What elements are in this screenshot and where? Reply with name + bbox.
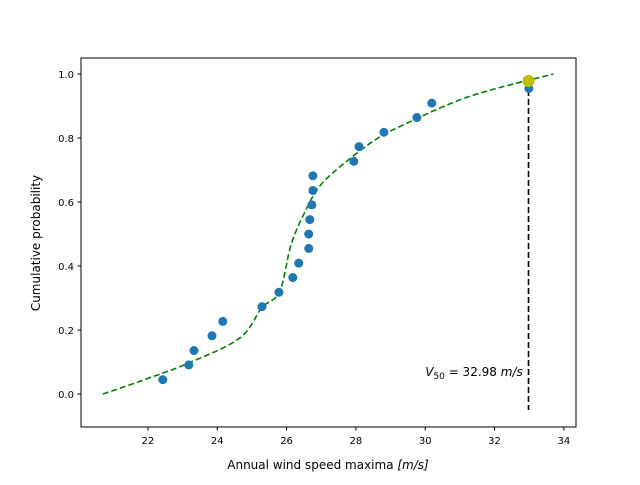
empirical-point <box>294 258 304 268</box>
empirical-point <box>354 142 364 152</box>
y-tick-label: 0.6 <box>58 198 74 209</box>
empirical-point <box>218 316 228 326</box>
empirical-point <box>189 346 199 356</box>
empirical-point <box>257 302 267 312</box>
empirical-point <box>349 156 359 166</box>
axes-frame <box>80 57 577 428</box>
empirical-point <box>427 98 437 108</box>
x-tick-label: 26 <box>280 436 293 447</box>
empirical-point <box>304 229 314 239</box>
empirical-point <box>184 360 194 370</box>
plot-area <box>102 73 554 411</box>
v50-point-point <box>522 75 535 88</box>
y-tick-label: 0.4 <box>58 262 74 273</box>
empirical-point <box>308 185 318 195</box>
empirical-point <box>304 243 314 253</box>
empirical-point <box>158 375 168 385</box>
fitted-cdf-line <box>102 73 554 395</box>
y-tick-label: 1.0 <box>58 70 74 81</box>
y-tick-label: 0.8 <box>58 134 74 145</box>
x-tick-label: 30 <box>419 436 432 447</box>
y-axis-label: Cumulative probability <box>29 175 43 311</box>
empirical-point <box>288 273 298 283</box>
empirical-point <box>305 215 315 225</box>
y-axis-ticks: 0.0 0.2 0.4 0.6 0.8 1.0 <box>58 70 81 401</box>
empirical-point <box>307 200 317 210</box>
x-axis-ticks: 22 24 26 28 30 32 34 <box>142 427 571 447</box>
y-tick-label: 0.2 <box>58 326 74 337</box>
empirical-point <box>412 113 422 123</box>
x-tick-label: 34 <box>558 436 571 447</box>
y-tick-label: 0.0 <box>58 390 74 401</box>
empirical-point <box>308 171 318 181</box>
x-tick-label: 22 <box>142 436 155 447</box>
empirical-point <box>207 331 217 341</box>
x-axis-label: Annual wind speed maxima [m/s] <box>227 458 429 472</box>
empirical-point <box>379 127 389 137</box>
v50-annotation: V50 = 32.98 m/s <box>425 365 523 382</box>
x-tick-label: 24 <box>211 436 224 447</box>
empirical-point <box>274 287 284 297</box>
x-tick-label: 28 <box>350 436 363 447</box>
x-tick-label: 32 <box>488 436 501 447</box>
